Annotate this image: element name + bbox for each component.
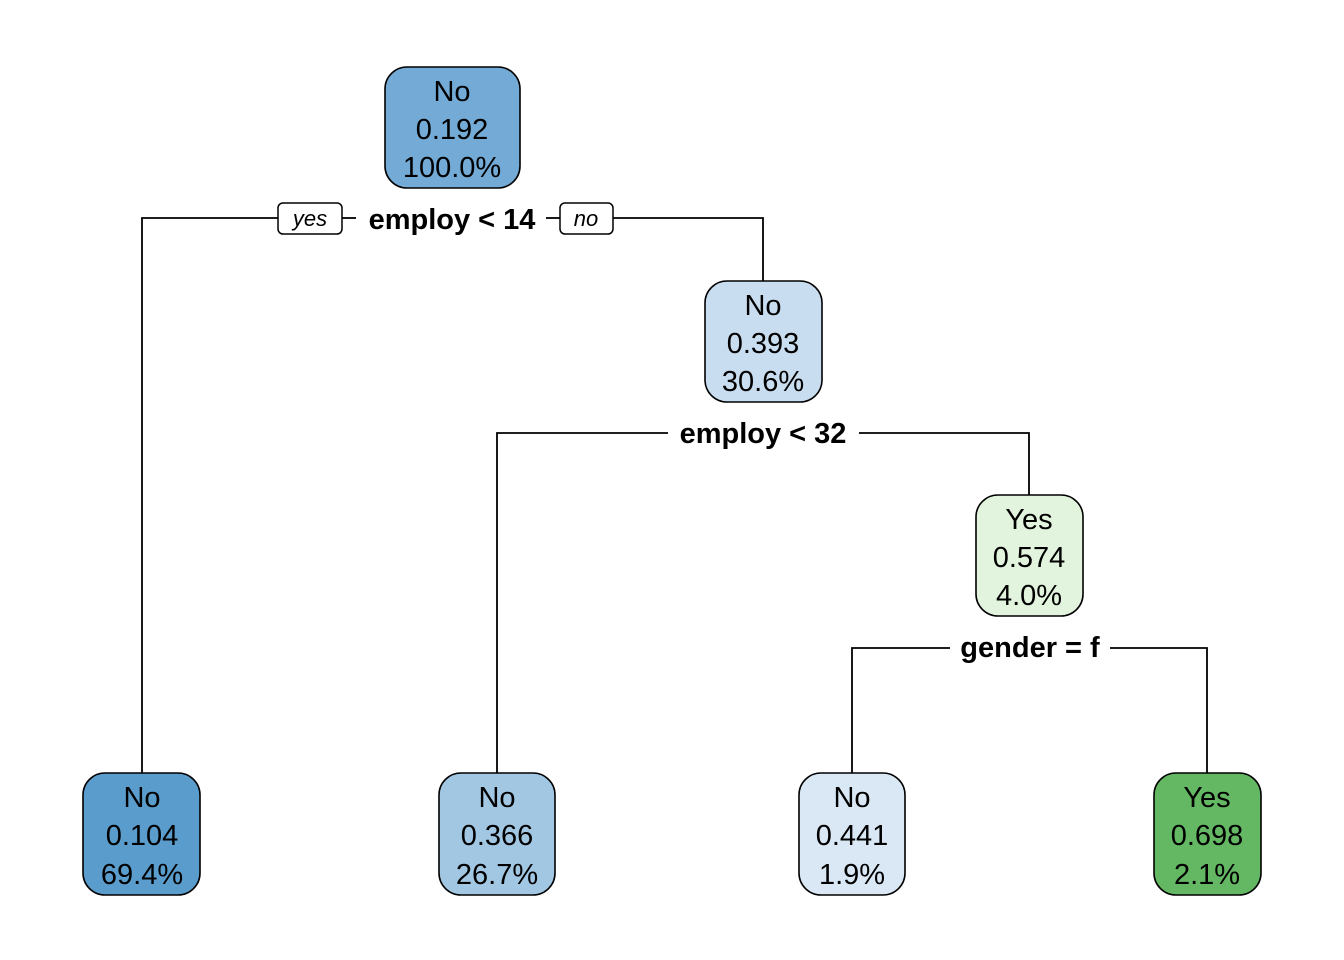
node-prob: 0.393 — [727, 328, 800, 360]
node-prob: 0.366 — [461, 820, 534, 852]
node-prob: 0.441 — [816, 820, 889, 852]
node-box — [438, 772, 556, 896]
node-box — [1153, 772, 1262, 896]
tree-node-root: No 0.192 100.0% — [384, 66, 521, 189]
node-class: No — [123, 782, 160, 814]
node-prob: 0.574 — [993, 542, 1066, 574]
edge-n1-n2 — [613, 217, 764, 281]
split-label-employ-14: employ < 14 — [369, 204, 536, 236]
split-label-employ-32: employ < 32 — [680, 418, 847, 450]
tree-node-2: No 0.393 30.6% — [704, 280, 823, 403]
edge-n3-n6 — [851, 647, 950, 773]
edge-n2-n3 — [859, 432, 1030, 495]
tree-node-3: Yes 0.574 4.0% — [975, 494, 1084, 617]
node-prob: 0.192 — [416, 114, 489, 146]
edge-n2-n5 — [496, 432, 668, 773]
branch-tag-yes-text: yes — [291, 206, 327, 231]
tree-node-leaf-5: No 0.366 26.7% — [438, 772, 556, 896]
node-box — [384, 66, 521, 189]
node-prob: 0.104 — [106, 820, 179, 852]
node-pct: 26.7% — [456, 859, 538, 891]
edge-n3-n7 — [1110, 647, 1208, 773]
node-prob: 0.698 — [1171, 820, 1244, 852]
node-class: Yes — [1183, 782, 1230, 814]
tree-node-leaf-6: No 0.441 1.9% — [798, 772, 906, 896]
node-pct: 2.1% — [1174, 859, 1240, 891]
node-pct: 30.6% — [722, 366, 804, 398]
branch-tag-no-text: no — [574, 206, 598, 231]
node-box — [798, 772, 906, 896]
branch-tag-yes: yes — [277, 202, 343, 235]
node-class: No — [478, 782, 515, 814]
node-class: Yes — [1005, 504, 1052, 536]
node-box — [704, 280, 823, 403]
node-box — [82, 772, 201, 896]
node-pct: 100.0% — [403, 152, 501, 184]
node-class: No — [433, 76, 470, 108]
split-label-gender: gender = f — [960, 632, 1100, 664]
tree-node-leaf-4: No 0.104 69.4% — [82, 772, 201, 896]
node-pct: 1.9% — [819, 859, 885, 891]
node-pct: 4.0% — [996, 580, 1062, 612]
branch-tag-no: no — [559, 202, 614, 235]
edge-n1-n4 — [141, 217, 278, 773]
node-pct: 69.4% — [101, 859, 183, 891]
node-box — [975, 494, 1084, 617]
node-class: No — [744, 290, 781, 322]
node-class: No — [833, 782, 870, 814]
tree-node-leaf-7: Yes 0.698 2.1% — [1153, 772, 1262, 896]
tree-edges — [141, 217, 1208, 773]
